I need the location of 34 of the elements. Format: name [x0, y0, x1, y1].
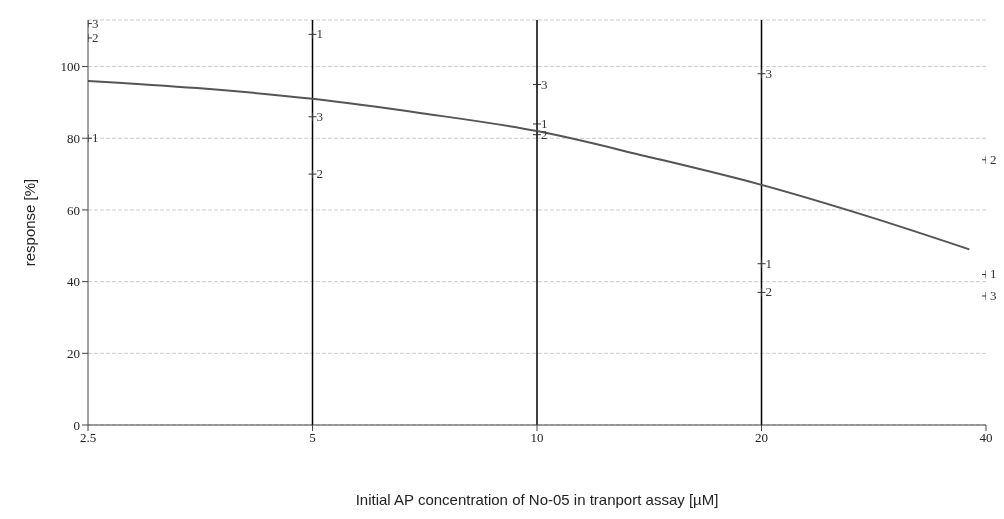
y-tick-label: 80	[67, 130, 80, 146]
y-tick-label: 20	[67, 345, 80, 361]
x-tick-label: 5	[309, 430, 316, 446]
point	[757, 69, 766, 79]
x-tick-label: 10	[530, 430, 544, 446]
point	[308, 112, 317, 122]
text: 1	[765, 255, 772, 271]
point	[308, 29, 317, 39]
text: 3	[541, 76, 548, 92]
text: 3	[765, 65, 772, 81]
text: 2	[316, 166, 323, 182]
text: 3	[316, 108, 323, 124]
series-label: 2	[92, 29, 99, 45]
text: 1	[316, 26, 323, 42]
x-axis-title: Initial AP concentration of No-05 in tranport assay [µM]	[355, 491, 719, 508]
point	[308, 169, 317, 179]
x-tick-label: 40	[979, 430, 993, 446]
series-label: 3	[92, 15, 99, 31]
series-label: 1	[92, 130, 99, 146]
x-tick-label: 2.5	[79, 430, 97, 446]
y-tick-label: 60	[67, 202, 80, 218]
text: 3	[990, 287, 997, 303]
point	[532, 119, 542, 129]
y-tick-label: 0	[73, 417, 80, 433]
y-tick-label: 40	[67, 274, 80, 290]
text: 1	[990, 266, 997, 282]
point	[757, 287, 766, 297]
y-tick-label: 100	[60, 59, 80, 75]
point	[757, 259, 766, 269]
text: 2	[765, 284, 772, 300]
text: 2	[990, 151, 997, 167]
y-axis-title: response [%]	[21, 178, 39, 267]
x-tick-label: 20	[755, 430, 768, 446]
text: 1	[541, 115, 548, 131]
